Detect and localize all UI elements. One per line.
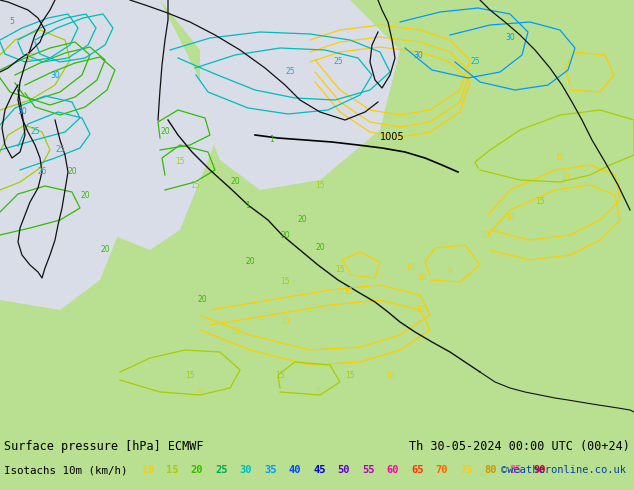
Text: 10: 10 bbox=[417, 273, 427, 283]
Text: 15: 15 bbox=[166, 465, 179, 475]
Text: 40: 40 bbox=[288, 465, 301, 475]
Text: 10: 10 bbox=[385, 370, 395, 379]
Text: 10: 10 bbox=[505, 214, 515, 222]
Polygon shape bbox=[160, 0, 400, 190]
Text: 0: 0 bbox=[198, 388, 202, 396]
Text: 30: 30 bbox=[17, 107, 27, 117]
Text: 10: 10 bbox=[480, 230, 490, 240]
Text: 85: 85 bbox=[509, 465, 522, 475]
Text: 10: 10 bbox=[405, 264, 415, 272]
Text: 20: 20 bbox=[280, 230, 290, 240]
Text: 1: 1 bbox=[269, 136, 275, 145]
Text: 9: 9 bbox=[448, 268, 453, 276]
Text: 15: 15 bbox=[315, 180, 325, 190]
Text: 20: 20 bbox=[197, 295, 207, 304]
Text: 10: 10 bbox=[555, 153, 565, 163]
Text: 10: 10 bbox=[560, 173, 570, 182]
Text: 25: 25 bbox=[30, 127, 40, 137]
Text: 20: 20 bbox=[80, 191, 90, 199]
Text: 15: 15 bbox=[535, 197, 545, 206]
Text: 45: 45 bbox=[313, 465, 326, 475]
Polygon shape bbox=[0, 0, 220, 250]
Text: 20: 20 bbox=[297, 216, 307, 224]
Text: 15: 15 bbox=[280, 277, 290, 287]
Text: 25: 25 bbox=[37, 168, 47, 176]
Text: 15: 15 bbox=[335, 266, 345, 274]
Text: 15: 15 bbox=[185, 370, 195, 379]
Text: 15: 15 bbox=[275, 370, 285, 379]
Text: 90: 90 bbox=[534, 465, 547, 475]
Text: 10: 10 bbox=[343, 288, 353, 296]
Text: 20: 20 bbox=[315, 244, 325, 252]
Text: Isotachs 10m (km/h): Isotachs 10m (km/h) bbox=[4, 465, 127, 475]
Text: 30: 30 bbox=[413, 50, 423, 59]
Text: 25: 25 bbox=[216, 465, 228, 475]
Text: 1: 1 bbox=[245, 200, 250, 210]
Text: 5: 5 bbox=[316, 388, 320, 396]
Text: 20: 20 bbox=[230, 177, 240, 187]
Text: Th 30-05-2024 00:00 UTC (00+24): Th 30-05-2024 00:00 UTC (00+24) bbox=[409, 440, 630, 452]
Text: 10: 10 bbox=[230, 327, 240, 337]
Text: 15: 15 bbox=[345, 370, 355, 379]
Text: 5: 5 bbox=[10, 18, 15, 26]
Text: 10: 10 bbox=[415, 305, 425, 315]
Text: 20: 20 bbox=[160, 127, 170, 137]
Text: 10: 10 bbox=[142, 465, 154, 475]
Text: 80: 80 bbox=[485, 465, 497, 475]
Text: 20: 20 bbox=[67, 168, 77, 176]
Text: 55: 55 bbox=[362, 465, 375, 475]
Text: 1005: 1005 bbox=[380, 132, 404, 142]
Text: 15: 15 bbox=[190, 180, 200, 190]
Text: 25: 25 bbox=[285, 68, 295, 76]
Text: 35: 35 bbox=[264, 465, 277, 475]
Text: 65: 65 bbox=[411, 465, 424, 475]
Polygon shape bbox=[0, 170, 120, 310]
Text: 70: 70 bbox=[436, 465, 448, 475]
Text: 30: 30 bbox=[50, 71, 60, 79]
Text: 25: 25 bbox=[55, 146, 65, 154]
Text: 30: 30 bbox=[505, 33, 515, 43]
Text: ©weatheronline.co.uk: ©weatheronline.co.uk bbox=[501, 465, 626, 475]
Text: 20: 20 bbox=[245, 258, 255, 267]
Text: 60: 60 bbox=[387, 465, 399, 475]
Text: Surface pressure [hPa] ECMWF: Surface pressure [hPa] ECMWF bbox=[4, 440, 204, 452]
Text: 25: 25 bbox=[470, 57, 480, 67]
Text: 15: 15 bbox=[175, 157, 185, 167]
Text: 25: 25 bbox=[333, 57, 343, 67]
Text: 75: 75 bbox=[460, 465, 473, 475]
Text: 20: 20 bbox=[191, 465, 204, 475]
Text: 20: 20 bbox=[100, 245, 110, 254]
Text: 30: 30 bbox=[240, 465, 252, 475]
Text: 50: 50 bbox=[338, 465, 350, 475]
Text: 15: 15 bbox=[25, 53, 35, 63]
Text: 10: 10 bbox=[280, 318, 290, 326]
